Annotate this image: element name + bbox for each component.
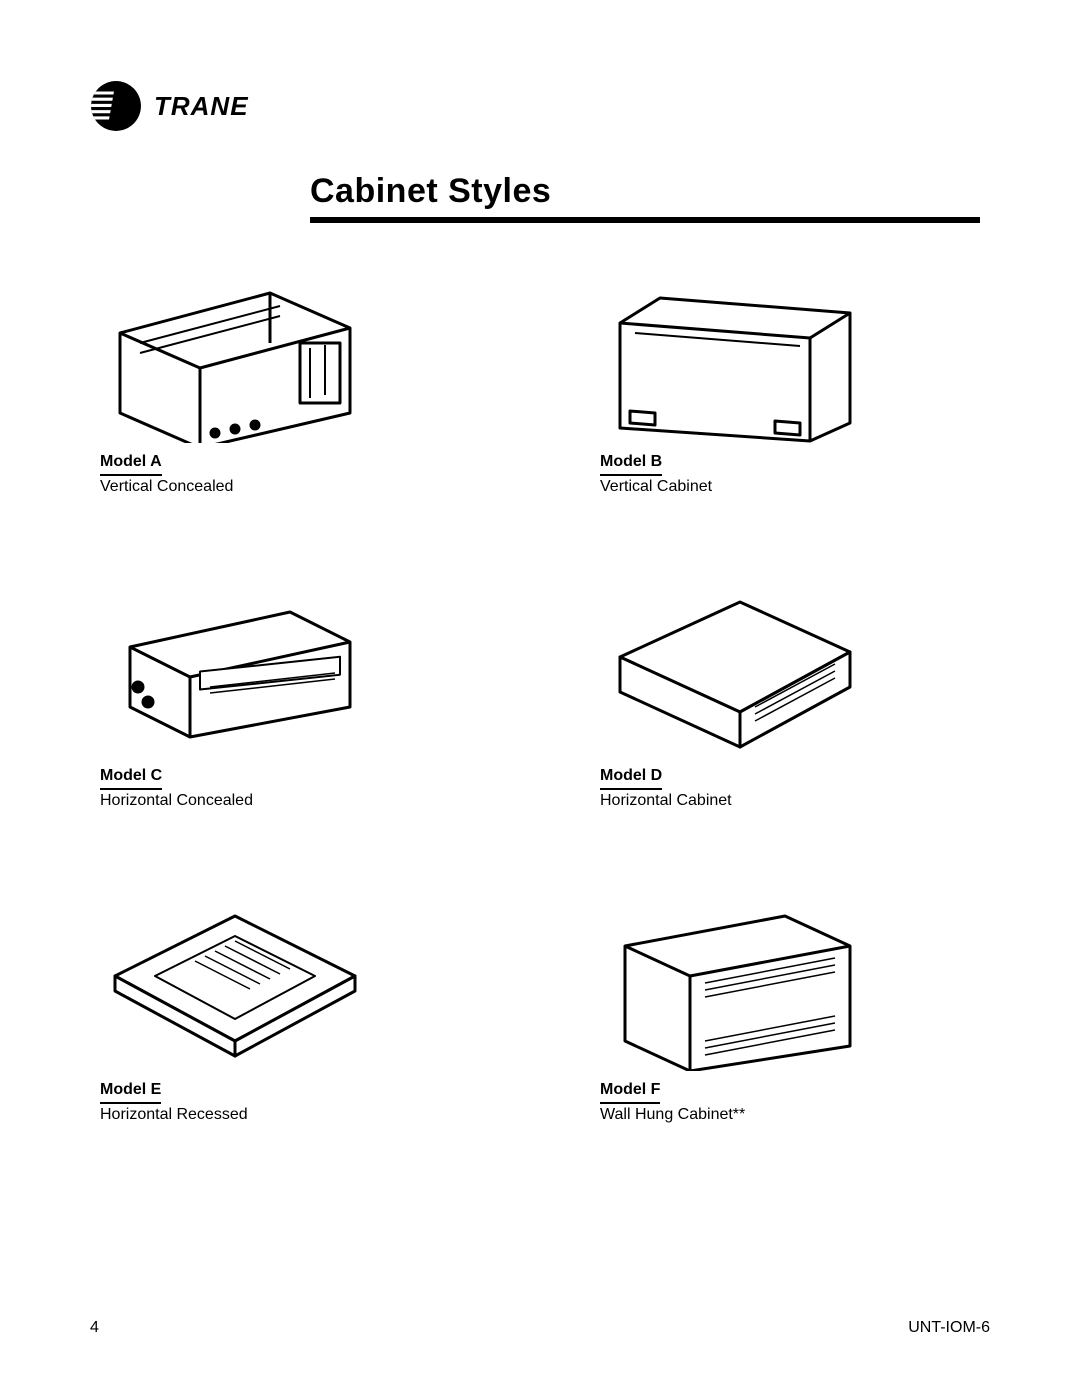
model-b-illustration — [600, 273, 860, 443]
document-page: TRANE Cabinet Styles — [0, 0, 1080, 1397]
model-b-caption: Model B Vertical Cabinet — [600, 451, 980, 497]
model-f-desc: Wall Hung Cabinet** — [600, 1104, 980, 1126]
model-a-illustration — [100, 273, 360, 443]
model-c-desc: Horizontal Concealed — [100, 790, 480, 812]
model-b-desc: Vertical Cabinet — [600, 476, 980, 498]
models-grid: Model A Vertical Concealed — [90, 273, 990, 1126]
title-block: Cabinet Styles — [310, 172, 990, 223]
model-cell-b: Model B Vertical Cabinet — [600, 273, 980, 497]
model-cell-d: Model D Horizontal Cabinet — [600, 587, 980, 811]
model-c-label: Model C — [100, 765, 162, 790]
model-a-desc: Vertical Concealed — [100, 476, 480, 498]
model-b-label: Model B — [600, 451, 662, 476]
model-f-illustration — [600, 901, 860, 1071]
model-d-illustration — [600, 587, 860, 757]
model-e-caption: Model E Horizontal Recessed — [100, 1079, 480, 1125]
title-rule — [310, 217, 980, 223]
model-f-label: Model F — [600, 1079, 660, 1104]
model-e-illustration — [100, 901, 360, 1071]
doc-id: UNT-IOM-6 — [908, 1319, 990, 1337]
trane-logo-icon — [90, 80, 142, 132]
model-a-caption: Model A Vertical Concealed — [100, 451, 480, 497]
model-d-label: Model D — [600, 765, 662, 790]
model-c-illustration — [100, 587, 360, 757]
model-cell-c: Model C Horizontal Concealed — [100, 587, 480, 811]
model-a-label: Model A — [100, 451, 162, 476]
page-title: Cabinet Styles — [310, 172, 990, 211]
page-number: 4 — [90, 1319, 99, 1337]
model-d-desc: Horizontal Cabinet — [600, 790, 980, 812]
brand-name: TRANE — [154, 91, 249, 122]
model-d-caption: Model D Horizontal Cabinet — [600, 765, 980, 811]
model-e-desc: Horizontal Recessed — [100, 1104, 480, 1126]
model-f-caption: Model F Wall Hung Cabinet** — [600, 1079, 980, 1125]
brand-header: TRANE — [90, 80, 990, 132]
model-cell-a: Model A Vertical Concealed — [100, 273, 480, 497]
page-footer: 4 UNT-IOM-6 — [90, 1319, 990, 1337]
model-cell-f: Model F Wall Hung Cabinet** — [600, 901, 980, 1125]
model-e-label: Model E — [100, 1079, 161, 1104]
model-c-caption: Model C Horizontal Concealed — [100, 765, 480, 811]
model-cell-e: Model E Horizontal Recessed — [100, 901, 480, 1125]
